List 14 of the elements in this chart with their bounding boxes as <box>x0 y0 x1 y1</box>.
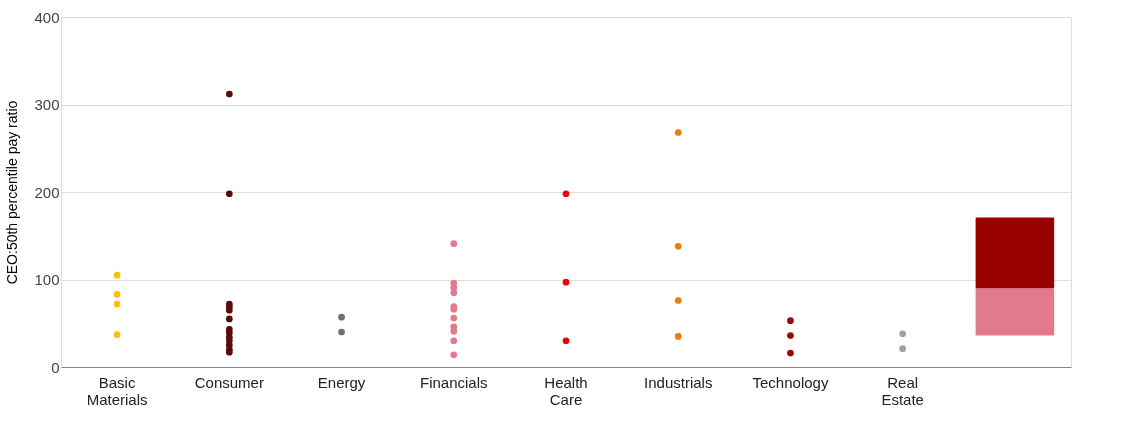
x-tick-label: Financials <box>420 373 488 391</box>
x-tick-label: Technology <box>752 373 829 391</box>
y-axis-title: CEO:50th percentile pay ratio <box>4 100 21 285</box>
x-tick-label: Industrials <box>644 373 713 391</box>
y-tick-label: 200 <box>34 183 60 201</box>
x-tick-label: Health Care <box>544 373 588 408</box>
y-tick-label: 400 <box>34 8 60 26</box>
x-tick-label: Real Estate <box>881 373 924 408</box>
y-tick-label: 100 <box>34 271 60 288</box>
x-tick-label: Energy <box>317 373 366 391</box>
x-tick-label: Consumer <box>194 373 264 391</box>
y-tick-label: 0 <box>51 358 60 376</box>
y-tick-label: 300 <box>34 96 60 113</box>
x-tick-label: Basic Materials <box>86 373 148 408</box>
